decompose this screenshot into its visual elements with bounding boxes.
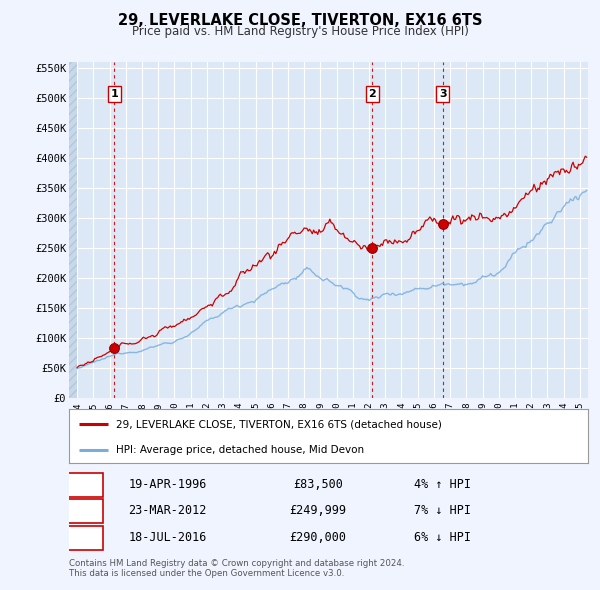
Text: 2: 2 (80, 504, 88, 517)
Text: This data is licensed under the Open Government Licence v3.0.: This data is licensed under the Open Gov… (69, 569, 344, 578)
Text: 4% ↑ HPI: 4% ↑ HPI (414, 478, 471, 491)
Text: 2: 2 (368, 89, 376, 99)
FancyBboxPatch shape (65, 499, 103, 523)
Text: HPI: Average price, detached house, Mid Devon: HPI: Average price, detached house, Mid … (116, 445, 364, 454)
Bar (69, 62, 77, 398)
Text: Contains HM Land Registry data © Crown copyright and database right 2024.: Contains HM Land Registry data © Crown c… (69, 559, 404, 568)
Text: 1: 1 (80, 478, 88, 491)
Text: 19-APR-1996: 19-APR-1996 (128, 478, 207, 491)
Text: Price paid vs. HM Land Registry's House Price Index (HPI): Price paid vs. HM Land Registry's House … (131, 25, 469, 38)
FancyBboxPatch shape (65, 473, 103, 497)
Text: £249,999: £249,999 (290, 504, 347, 517)
Text: £290,000: £290,000 (290, 532, 347, 545)
Text: 29, LEVERLAKE CLOSE, TIVERTON, EX16 6TS (detached house): 29, LEVERLAKE CLOSE, TIVERTON, EX16 6TS … (116, 419, 442, 429)
FancyBboxPatch shape (65, 526, 103, 550)
Text: 23-MAR-2012: 23-MAR-2012 (128, 504, 207, 517)
Text: 6% ↓ HPI: 6% ↓ HPI (414, 532, 471, 545)
Text: £83,500: £83,500 (293, 478, 343, 491)
Text: 1: 1 (110, 89, 118, 99)
Text: 29, LEVERLAKE CLOSE, TIVERTON, EX16 6TS: 29, LEVERLAKE CLOSE, TIVERTON, EX16 6TS (118, 13, 482, 28)
Text: 3: 3 (439, 89, 446, 99)
Text: 7% ↓ HPI: 7% ↓ HPI (414, 504, 471, 517)
Text: 18-JUL-2016: 18-JUL-2016 (128, 532, 207, 545)
Text: 3: 3 (80, 532, 88, 545)
